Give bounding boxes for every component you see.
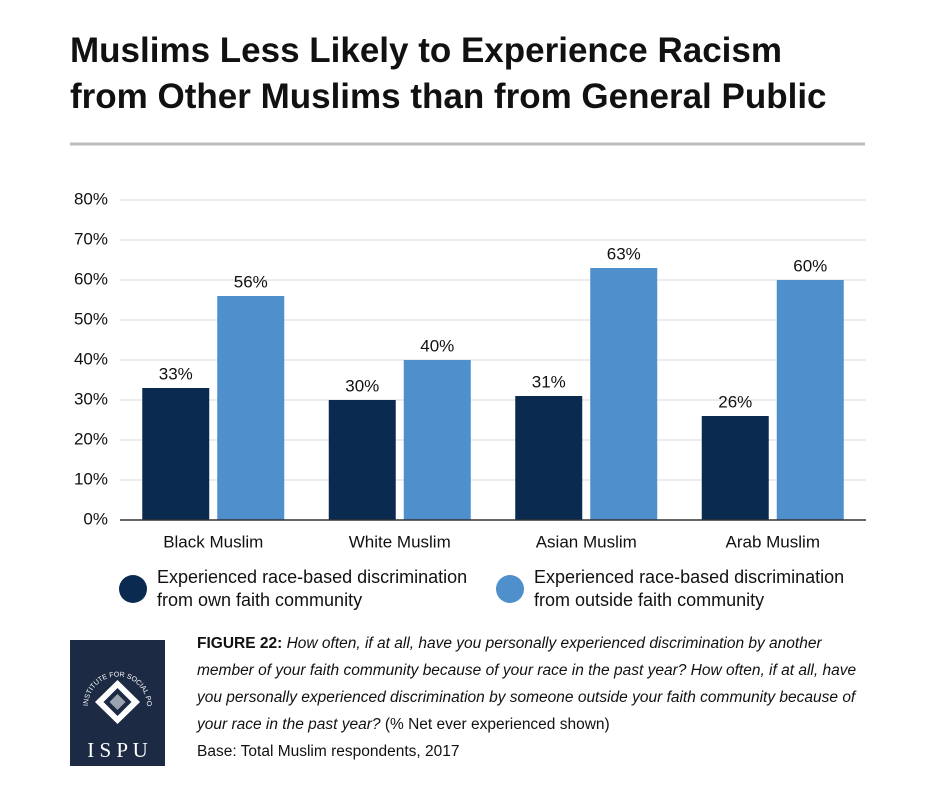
bar — [217, 296, 285, 520]
value-label: 56% — [234, 272, 268, 291]
x-tick-label: Black Muslim — [163, 532, 263, 551]
chart-title: from Other Muslims than from General Pub… — [70, 77, 827, 116]
caption-suffix: (% Net ever experienced shown) — [384, 716, 610, 733]
y-tick-label: 60% — [74, 269, 108, 288]
bar — [701, 416, 769, 520]
legend-label: Experienced race-based discrimination fr… — [534, 567, 845, 610]
caption-base: Base: Total Muslim respondents, 2017 — [197, 743, 460, 760]
value-label: 30% — [345, 376, 379, 395]
legend-swatch — [119, 575, 147, 603]
y-tick-label: 0% — [83, 509, 108, 528]
logo-name: I S P U — [87, 738, 148, 762]
y-tick-label: 70% — [74, 229, 108, 248]
bar — [403, 360, 471, 520]
legend-label: Experienced race-based discrimination fr… — [157, 567, 468, 610]
y-tick-label: 10% — [74, 469, 108, 488]
caption-question: How often, if at all, have you personall… — [197, 635, 857, 733]
bar — [590, 268, 658, 520]
bar — [776, 280, 844, 520]
x-tick-label: Arab Muslim — [726, 532, 820, 551]
value-label: 26% — [718, 392, 752, 411]
value-label: 60% — [793, 256, 827, 275]
value-label: 63% — [607, 244, 641, 263]
y-tick-label: 30% — [74, 389, 108, 408]
y-tick-label: 20% — [74, 429, 108, 448]
y-tick-label: 50% — [74, 309, 108, 328]
x-tick-label: Asian Muslim — [536, 532, 637, 551]
bar — [328, 400, 396, 520]
caption: FIGURE 22: How often, if at all, have yo… — [197, 630, 872, 765]
bar — [515, 396, 583, 520]
legend-swatch — [496, 575, 524, 603]
bar — [142, 388, 210, 520]
logo-diamond — [109, 694, 126, 710]
y-tick-label: 40% — [74, 349, 108, 368]
y-tick-label: 80% — [74, 189, 108, 208]
figure-label: FIGURE 22: — [197, 635, 283, 652]
value-label: 31% — [532, 372, 566, 391]
value-label: 33% — [159, 364, 193, 383]
chart-title: Muslims Less Likely to Experience Racism — [70, 31, 782, 70]
x-tick-label: White Muslim — [349, 532, 451, 551]
value-label: 40% — [420, 336, 454, 355]
